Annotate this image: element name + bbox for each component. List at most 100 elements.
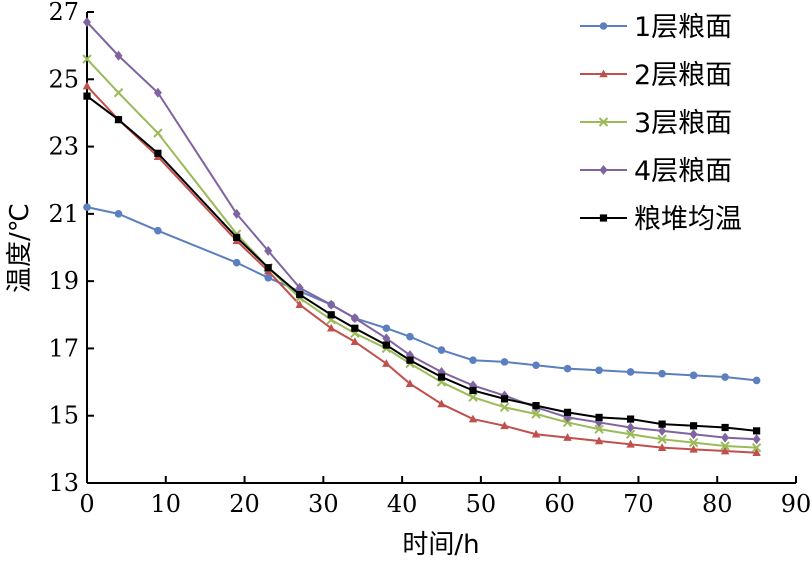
data-point-diamond-marker (350, 313, 359, 324)
data-point-circle-marker (114, 210, 123, 218)
y-tick-label: 15 (48, 402, 79, 430)
legend-swatch-diamond-marker (599, 165, 608, 175)
data-point-square-marker (233, 233, 241, 242)
data-point-diamond-marker (721, 432, 730, 443)
tick-labels: 0 10 20 30 40 50 60 70 80 90 13 15 17 19 21 23 25 27 (48, 0, 811, 518)
legend-item-3: 3层粮面 (580, 108, 732, 139)
y-tick-label: 17 (48, 334, 79, 362)
data-point-triangle-marker (689, 444, 698, 453)
data-point-diamond-marker (626, 422, 635, 433)
data-point-square-marker (658, 420, 666, 428)
x-tick-label: 90 (781, 490, 812, 518)
x-tick-label: 80 (702, 490, 733, 518)
data-point-diamond-marker (264, 245, 273, 256)
data-point-circle-marker (658, 369, 666, 378)
data-point-square-marker (500, 395, 509, 403)
data-point-x-marker (594, 424, 604, 434)
data-point-triangle-marker (500, 421, 509, 430)
x-tick-label: 10 (151, 490, 182, 518)
data-point-x-marker (688, 437, 699, 448)
data-point-triangle-marker (327, 323, 336, 332)
data-point-x-marker (153, 128, 163, 138)
data-point-circle-marker (626, 368, 635, 376)
data-point-square-marker (595, 413, 603, 421)
data-point-circle-marker (752, 376, 761, 385)
data-point-square-marker (563, 408, 572, 416)
data-point-triangle-marker (350, 337, 360, 345)
data-point-square-marker (327, 311, 335, 319)
legend-swatch-square-marker (599, 214, 608, 222)
data-point-triangle-marker (437, 399, 446, 408)
x-tick-label: 40 (387, 490, 418, 518)
data-point-x-marker (625, 429, 636, 439)
data-point-x-marker (751, 442, 762, 453)
legend-swatch-circle-marker (599, 22, 608, 30)
data-point-diamond-marker (382, 333, 391, 344)
legend-label: 4层粮面 (634, 156, 732, 187)
data-point-triangle-marker (295, 300, 304, 308)
legend-item-5: 粮堆均温 (580, 204, 742, 235)
data-point-triangle-marker (594, 436, 604, 445)
data-point-square-marker (114, 116, 123, 124)
data-point-square-marker (437, 373, 446, 381)
data-point-circle-marker (595, 366, 603, 375)
data-point-x-marker (82, 54, 92, 64)
y-tick-label: 19 (48, 267, 79, 295)
y-tick-label: 21 (48, 200, 79, 228)
data-point-x-marker (562, 417, 573, 428)
data-point-diamond-marker (114, 50, 123, 61)
data-point-circle-marker (382, 324, 391, 333)
series-2 (82, 81, 761, 457)
data-point-diamond-marker (658, 425, 667, 436)
series-5-line (86, 95, 757, 432)
legend-item-2: 2层粮面 (580, 60, 732, 91)
data-point-triangle-marker (531, 429, 541, 438)
axes (86, 12, 796, 484)
data-point-triangle-marker (720, 446, 730, 455)
data-point-triangle-marker (82, 81, 92, 90)
data-point-circle-marker (437, 346, 446, 354)
y-axis-title: 温度/℃ (5, 203, 35, 293)
data-point-square-marker (469, 386, 477, 395)
data-point-x-marker (657, 434, 667, 444)
data-point-x-marker (720, 441, 730, 451)
x-axis-title: 时间/h (402, 530, 479, 560)
data-point-x-marker (531, 409, 541, 419)
data-point-circle-marker (154, 226, 162, 235)
data-point-circle-marker (264, 273, 272, 282)
ticks (86, 11, 797, 484)
data-point-square-marker (532, 402, 540, 410)
data-point-square-marker (689, 422, 698, 430)
y-tick-label: 13 (48, 469, 79, 497)
data-point-x-marker (468, 392, 478, 402)
y-tick-label: 23 (48, 133, 79, 161)
legend-swatch-x-marker (598, 117, 609, 127)
data-point-circle-marker (721, 373, 729, 381)
data-point-circle-marker (563, 364, 572, 373)
x-tick-label: 50 (466, 490, 497, 518)
data-point-diamond-marker (752, 434, 761, 445)
series-group (82, 17, 762, 457)
legend-label: 1层粮面 (634, 12, 732, 43)
data-point-diamond-marker (327, 299, 336, 310)
data-point-x-marker (113, 88, 124, 98)
data-point-circle-marker (689, 371, 698, 380)
data-point-diamond-marker (153, 87, 162, 98)
x-tick-label: 70 (623, 490, 654, 518)
data-point-square-marker (753, 427, 761, 435)
data-point-circle-marker (83, 203, 91, 211)
series-2-line (86, 85, 757, 454)
y-tick-label: 25 (48, 65, 79, 93)
data-point-square-marker (626, 415, 635, 423)
x-tick-label: 0 (79, 490, 94, 518)
data-point-triangle-marker (563, 433, 572, 441)
y-tick-label: 27 (48, 0, 79, 26)
legend-item-4: 4层粮面 (580, 156, 732, 187)
data-point-square-marker (296, 291, 304, 299)
data-point-diamond-marker (232, 208, 241, 219)
data-point-circle-marker (500, 358, 509, 366)
data-point-diamond-marker (689, 429, 698, 440)
data-point-diamond-marker (295, 282, 304, 293)
